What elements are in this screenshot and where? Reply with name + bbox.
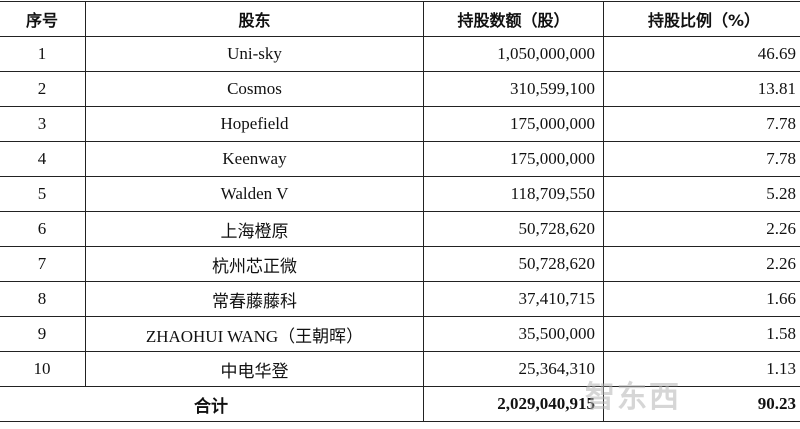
shareholder-name: Walden V (85, 176, 424, 212)
header-holder: 股东 (85, 1, 424, 37)
shareholder-name: 中电华登 (85, 351, 424, 387)
table-row: 9 ZHAOHUI WANG（王朝晖） 35,500,000 1.58 (0, 316, 800, 352)
share-percent: 1.58 (603, 316, 800, 352)
header-pct: 持股比例（%） (603, 1, 800, 37)
share-count: 35,500,000 (423, 316, 604, 352)
shareholder-name: Keenway (85, 141, 424, 177)
row-number: 3 (0, 106, 86, 142)
table-row: 7 杭州芯正微 50,728,620 2.26 (0, 246, 800, 282)
shareholder-name: 常春藤藤科 (85, 281, 424, 317)
share-count: 25,364,310 (423, 351, 604, 387)
header-shares: 持股数额（股） (423, 1, 604, 37)
row-number: 2 (0, 71, 86, 107)
share-count: 310,599,100 (423, 71, 604, 107)
row-number: 5 (0, 176, 86, 212)
share-percent: 46.69 (603, 36, 800, 72)
row-number: 9 (0, 316, 86, 352)
table-row: 1 Uni-sky 1,050,000,000 46.69 (0, 36, 800, 72)
table-row: 4 Keenway 175,000,000 7.78 (0, 141, 800, 177)
share-percent: 1.66 (603, 281, 800, 317)
share-count: 175,000,000 (423, 141, 604, 177)
row-number: 10 (0, 351, 86, 387)
share-count: 118,709,550 (423, 176, 604, 212)
shareholder-name: Cosmos (85, 71, 424, 107)
total-row: 合计 2,029,040,915 90.23 (0, 386, 800, 422)
shareholder-name: ZHAOHUI WANG（王朝晖） (85, 316, 424, 352)
share-percent: 2.26 (603, 211, 800, 247)
watermark-logo: 智东西 (585, 380, 681, 415)
row-number: 4 (0, 141, 86, 177)
shareholder-name: Uni-sky (85, 36, 424, 72)
shareholder-name: 杭州芯正微 (85, 246, 424, 282)
share-count: 50,728,620 (423, 211, 604, 247)
row-number: 1 (0, 36, 86, 72)
shareholder-name: 上海橙原 (85, 211, 424, 247)
total-label: 合计 (0, 386, 424, 422)
header-no: 序号 (0, 1, 86, 37)
table-row: 8 常春藤藤科 37,410,715 1.66 (0, 281, 800, 317)
row-number: 7 (0, 246, 86, 282)
share-percent: 7.78 (603, 106, 800, 142)
share-percent: 7.78 (603, 141, 800, 177)
share-percent: 5.28 (603, 176, 800, 212)
share-count: 175,000,000 (423, 106, 604, 142)
table-row: 5 Walden V 118,709,550 5.28 (0, 176, 800, 212)
table-row: 3 Hopefield 175,000,000 7.78 (0, 106, 800, 142)
table-row: 2 Cosmos 310,599,100 13.81 (0, 71, 800, 107)
header-row: 序号 股东 持股数额（股） 持股比例（%） (0, 1, 800, 37)
share-percent: 2.26 (603, 246, 800, 282)
table-row: 6 上海橙原 50,728,620 2.26 (0, 211, 800, 247)
share-percent: 13.81 (603, 71, 800, 107)
share-count: 50,728,620 (423, 246, 604, 282)
row-number: 8 (0, 281, 86, 317)
share-count: 37,410,715 (423, 281, 604, 317)
total-shares: 2,029,040,915 (423, 386, 604, 422)
shareholder-name: Hopefield (85, 106, 424, 142)
total-pct: 90.23 (603, 386, 800, 422)
share-count: 1,050,000,000 (423, 36, 604, 72)
row-number: 6 (0, 211, 86, 247)
